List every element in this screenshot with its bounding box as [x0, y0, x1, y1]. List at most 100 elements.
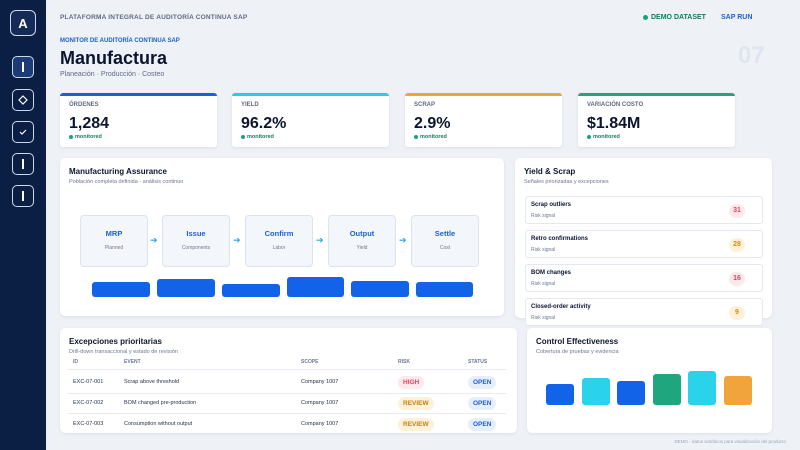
kpi-value: $1.84M: [587, 115, 641, 132]
signal-name: Scrap outliers: [531, 202, 572, 208]
signal-row[interactable]: Scrap outliers Risk signal 31: [525, 196, 763, 224]
page-eyebrow: MONITOR DE AUDITORÍA CONTINUA SAP: [60, 38, 180, 44]
status-badge: OPEN: [468, 418, 497, 431]
signal-row[interactable]: BOM changes Risk signal 16: [525, 264, 763, 292]
kpi-status-text: monitored: [247, 134, 274, 140]
signal-sub: Risk signal: [531, 213, 556, 219]
nav-item-dashboard[interactable]: [12, 56, 34, 78]
flow-step-output[interactable]: Output Yield: [328, 215, 396, 267]
dataset-label: DEMO DATASET: [651, 14, 706, 21]
kpi-status-text: monitored: [420, 134, 447, 140]
cell-scope: Company 1007: [301, 400, 339, 406]
flow-step-desc: Labor: [272, 245, 286, 251]
kpi-card-ordenes[interactable]: ÓRDENES 1,284 monitored: [60, 93, 217, 147]
flow-volume-bar: [287, 277, 344, 297]
kpi-status: monitored: [414, 134, 553, 140]
table-divider: [68, 369, 506, 370]
flow-step-mrp[interactable]: MRP Planned: [80, 215, 148, 267]
kpi-status: monitored: [587, 134, 726, 140]
nav-item-settings[interactable]: [12, 185, 34, 207]
status-dot-icon: [69, 135, 73, 139]
nav-bar-icon: [22, 159, 24, 169]
cell-scope: Company 1007: [301, 421, 339, 427]
card-title: Excepciones prioritarias: [69, 337, 162, 346]
column-header-id[interactable]: ID: [73, 359, 78, 365]
kpi-status-text: monitored: [75, 134, 102, 140]
cell-id: EXC-07-003: [73, 421, 104, 427]
arrow-right-icon: ➔: [399, 235, 407, 245]
card-subtitle: Cobertura de pruebas y evidencia: [536, 349, 619, 355]
page-number: 07: [738, 42, 765, 69]
sap-run-link[interactable]: SAP RUN: [721, 14, 753, 21]
exceptions-card: Excepciones prioritarias Drill-down tran…: [60, 328, 517, 433]
signal-row[interactable]: Closed-order activity Risk signal 9: [525, 298, 763, 326]
cell-event: BOM changed pre-production: [124, 400, 197, 406]
signal-name: Retro confirmations: [531, 236, 589, 242]
flow-step-name: MRP: [105, 229, 123, 238]
flow-volume-bar: [92, 282, 150, 297]
kpi-status: monitored: [69, 134, 208, 140]
kpi-status: monitored: [241, 134, 380, 140]
control-bar: [546, 384, 574, 405]
kpi-status-text: monitored: [593, 134, 620, 140]
card-subtitle: Señales priorizadas y excepciones: [524, 179, 609, 185]
flow-step-name: Output: [349, 229, 375, 238]
app-logo[interactable]: A: [10, 10, 36, 36]
nav-bar-icon: [22, 62, 24, 72]
column-header-status[interactable]: STATUS: [468, 359, 488, 365]
kpi-value: 2.9%: [414, 115, 451, 132]
flow-step-name: Confirm: [264, 229, 294, 238]
column-header-risk[interactable]: RISK: [398, 359, 410, 365]
table-divider: [68, 393, 506, 394]
status-dot-icon: [587, 135, 591, 139]
nav-item-check[interactable]: [12, 121, 34, 143]
risk-badge: REVIEW: [398, 418, 434, 431]
signal-name: BOM changes: [531, 270, 572, 276]
card-title: Yield & Scrap: [524, 167, 576, 176]
control-bar: [652, 374, 681, 405]
footer-disclaimer: DEMO · datos sintéticos para visualizaci…: [674, 439, 786, 444]
signal-count-badge: 16: [729, 272, 745, 286]
kpi-value: 1,284: [69, 115, 110, 132]
flow-step-settle[interactable]: Settle Cost: [411, 215, 479, 267]
flow-volume-bar: [351, 281, 409, 297]
nav-item-diamond[interactable]: [12, 89, 34, 111]
kpi-stripe: [405, 93, 562, 96]
kpi-stripe: [232, 93, 389, 96]
column-header-scope[interactable]: SCOPE: [301, 359, 319, 365]
dataset-indicator[interactable]: DEMO DATASET: [643, 14, 706, 21]
nav-item-reports[interactable]: [12, 153, 34, 175]
flow-step-desc: Cost: [439, 245, 451, 251]
card-subtitle: Población completa definida · análisis c…: [69, 179, 184, 185]
table-divider: [68, 413, 506, 414]
kpi-value: 96.2%: [241, 115, 287, 132]
card-subtitle: Drill-down transaccional y estado de rev…: [69, 349, 178, 355]
platform-title: PLATAFORMA INTEGRAL DE AUDITORÍA CONTINU…: [60, 14, 248, 21]
flow-step-confirm[interactable]: Confirm Labor: [245, 215, 313, 267]
signal-count-badge: 9: [729, 306, 745, 320]
page-title: Manufactura: [60, 48, 168, 68]
flow-step-issue[interactable]: Issue Components: [162, 215, 230, 267]
flow-volume-bar: [222, 284, 280, 297]
column-header-event[interactable]: EVENT: [124, 359, 141, 365]
cell-id: EXC-07-002: [73, 400, 104, 406]
kpi-card-scrap[interactable]: SCRAP 2.9% monitored: [405, 93, 562, 147]
signal-sub: Risk signal: [531, 315, 556, 321]
signal-row[interactable]: Retro confirmations Risk signal 28: [525, 230, 763, 258]
arrow-right-icon: ➔: [316, 235, 324, 245]
arrow-right-icon: ➔: [150, 235, 158, 245]
status-dot-icon: [414, 135, 418, 139]
flow-volume-bar: [416, 282, 473, 297]
page-subtitle: Planeación · Producción · Costeo: [60, 71, 165, 78]
control-bar: [581, 378, 610, 405]
cell-event: Scrap above threshold: [124, 379, 180, 385]
flow-step-name: Settle: [434, 229, 456, 238]
kpi-card-variacion-costo[interactable]: VARIACIÓN COSTO $1.84M monitored: [578, 93, 735, 147]
signal-name: Closed-order activity: [531, 304, 591, 310]
kpi-stripe: [578, 93, 735, 96]
cell-event: Consumption without output: [124, 421, 193, 427]
kpi-card-yield[interactable]: YIELD 96.2% monitored: [232, 93, 389, 147]
control-bar: [688, 371, 716, 405]
kpi-label: ÓRDENES: [69, 102, 99, 108]
status-badge: OPEN: [468, 376, 497, 389]
